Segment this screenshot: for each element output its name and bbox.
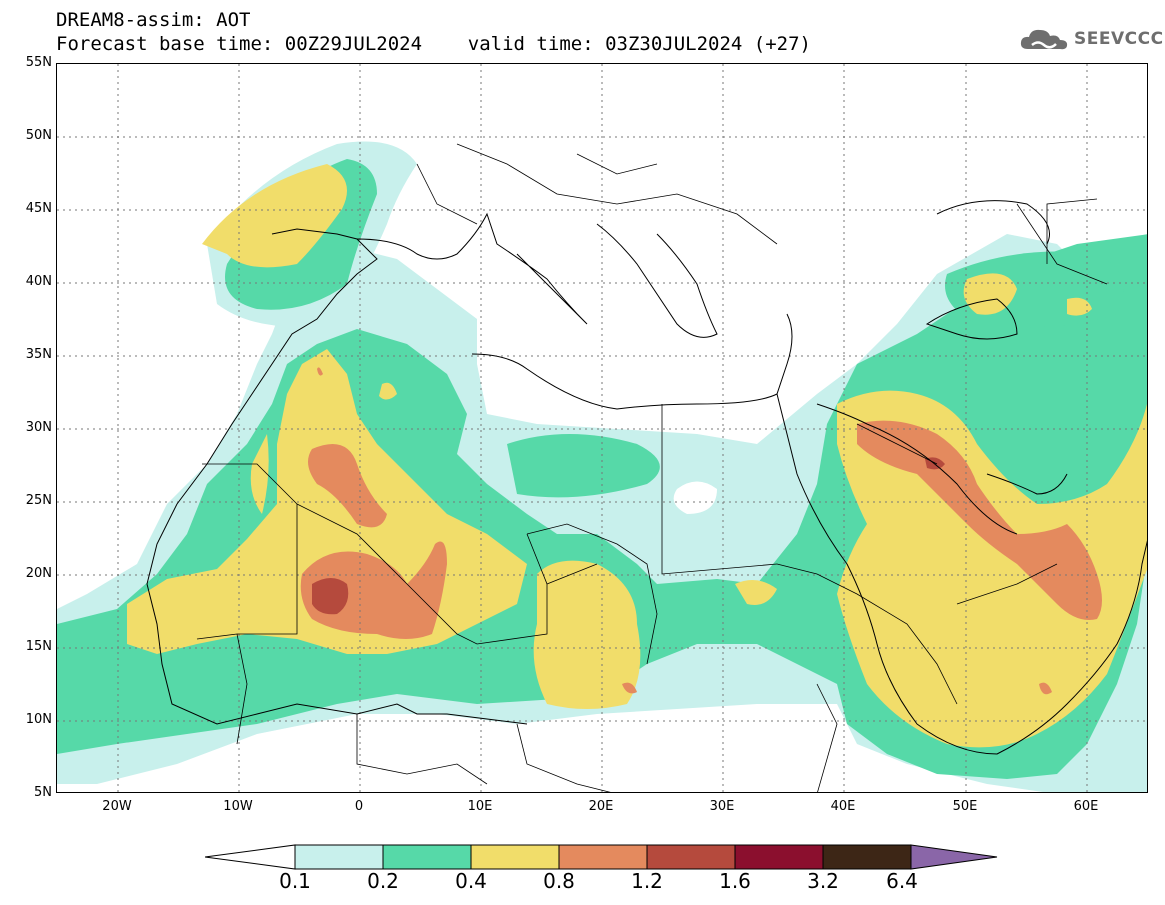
lat-label: 15N [25, 639, 52, 654]
chart-subtitle: Forecast base time: 00Z29JUL2024 valid t… [56, 33, 811, 55]
colorbar-label: 0.8 [543, 869, 575, 893]
colorbar-label: 0.1 [279, 869, 311, 893]
colorbar-segment [382, 844, 472, 870]
aot-band-0-8 [300, 367, 1102, 695]
colorbar-segment [646, 844, 736, 870]
lat-label: 30N [25, 420, 52, 435]
lat-label: 55N [25, 55, 52, 70]
chart-title: DREAM8-assim: AOT [56, 9, 251, 31]
lon-label: 50E [952, 799, 978, 814]
aot-contour-field [57, 64, 1147, 792]
colorbar-segment [294, 844, 384, 870]
lon-label: 0 [354, 799, 364, 814]
lon-label: 30E [709, 799, 735, 814]
lat-label: 35N [25, 347, 52, 362]
lat-label: 20N [25, 566, 52, 581]
lat-label: 10N [25, 712, 52, 727]
lon-label: 60E [1073, 799, 1099, 814]
colorbar-label: 1.6 [719, 869, 751, 893]
lat-label: 5N [34, 785, 52, 800]
map-coastlines [146, 200, 1147, 755]
colorbar-label: 0.2 [367, 869, 399, 893]
colorbar-high-arrow [910, 844, 998, 870]
logo-text: SEEVCCC [1074, 29, 1164, 49]
colorbar-label: 1.2 [631, 869, 663, 893]
colorbar-label: 6.4 [886, 869, 918, 893]
colorbar-low-arrow [205, 844, 296, 870]
lon-label: 20W [102, 799, 132, 814]
lon-label: 20E [588, 799, 614, 814]
colorbar-segment [734, 844, 824, 870]
colorbar-segment [822, 844, 912, 870]
map-borders [196, 143, 1108, 792]
colorbar-segment [558, 844, 648, 870]
lat-label: 40N [25, 274, 52, 289]
lon-label: 40E [830, 799, 856, 814]
map-graticule [57, 64, 1147, 792]
lon-label: 10W [223, 799, 253, 814]
colorbar [205, 844, 998, 870]
cloud-icon [1020, 29, 1068, 50]
lat-label: 45N [25, 201, 52, 216]
lat-label: 25N [25, 493, 52, 508]
lon-label: 10E [467, 799, 493, 814]
colorbar-segment [470, 844, 560, 870]
aot-map [56, 63, 1148, 793]
colorbar-label: 3.2 [807, 869, 839, 893]
colorbar-label: 0.4 [455, 869, 487, 893]
lat-label: 50N [25, 128, 52, 143]
seevccc-logo: SEEVCCC [1018, 24, 1164, 54]
